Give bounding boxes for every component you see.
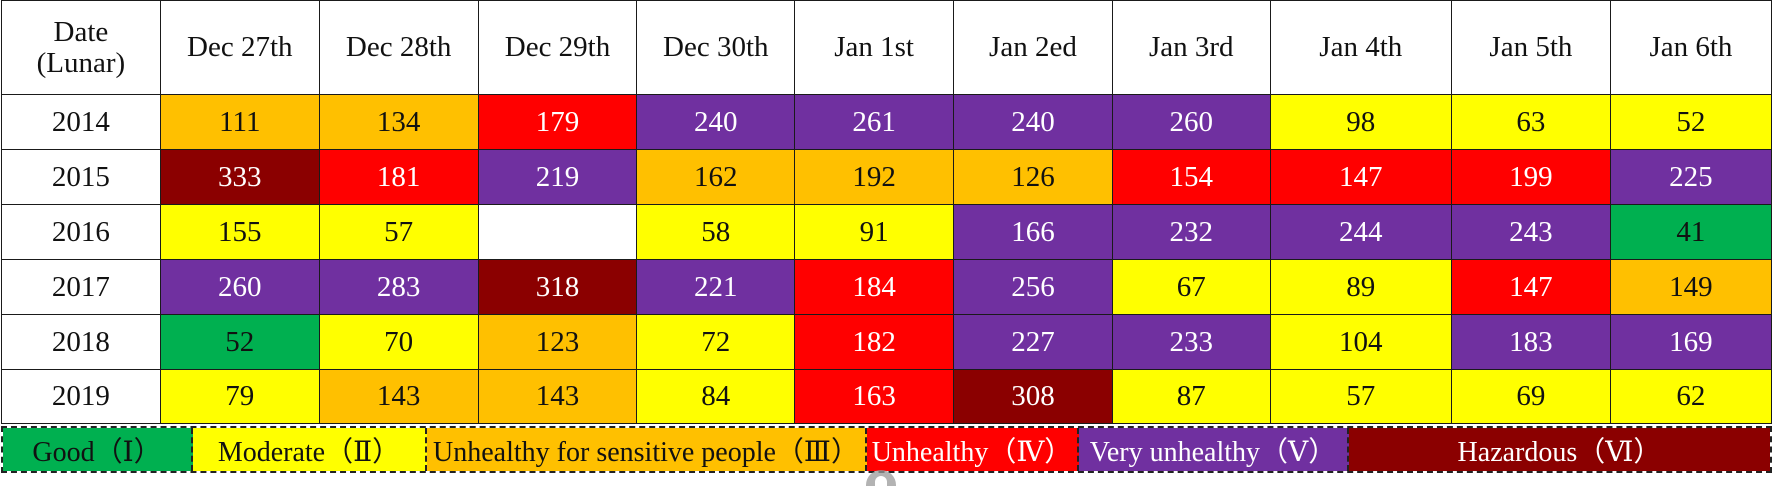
year-cell: 2017 <box>1 259 161 315</box>
aqi-cell: 240 <box>953 94 1113 150</box>
legend-item: Hazardous（Ⅵ） <box>1349 428 1770 471</box>
aqi-cell: 181 <box>318 149 479 205</box>
aqi-cell: 69 <box>1450 369 1611 424</box>
aqi-cell: 155 <box>159 204 320 260</box>
aqi-cell: 163 <box>794 369 955 424</box>
year-cell: 2018 <box>1 314 161 370</box>
legend-item: Unhealthy（Ⅳ） <box>867 428 1079 471</box>
aqi-cell: 67 <box>1111 259 1271 315</box>
aqi-cell: 89 <box>1269 259 1452 315</box>
aqi-cell <box>477 204 638 260</box>
aqi-cell: 91 <box>794 204 955 260</box>
aqi-cell: 219 <box>477 149 638 205</box>
aqi-cell: 72 <box>636 314 796 370</box>
aqi-cell: 147 <box>1450 259 1611 315</box>
aqi-cell: 233 <box>1111 314 1271 370</box>
column-header: Jan 4th <box>1269 0 1452 95</box>
aqi-cell: 154 <box>1111 149 1271 205</box>
aqi-cell: 318 <box>477 259 638 315</box>
cursor-artifact <box>866 470 896 486</box>
column-header: Jan 2ed <box>953 0 1113 95</box>
aqi-cell: 232 <box>1111 204 1271 260</box>
year-cell: 2015 <box>1 149 161 205</box>
legend-item: Very unhealthy（Ⅴ） <box>1079 428 1349 471</box>
header-row: Date (Lunar) Dec 27th Dec 28th Dec 29th Dec… <box>1 0 1772 95</box>
aqi-cell: 260 <box>159 259 320 315</box>
column-header: Dec 28th <box>318 0 479 95</box>
legend-item: Good（Ⅰ） <box>3 428 193 471</box>
aqi-cell: 199 <box>1450 149 1611 205</box>
aqi-cell: 52 <box>159 314 320 370</box>
aqi-cell: 111 <box>159 94 320 150</box>
year-cell: 2016 <box>1 204 161 260</box>
aqi-cell: 308 <box>953 369 1113 424</box>
aqi-cell: 283 <box>318 259 479 315</box>
aqi-cell: 84 <box>636 369 796 424</box>
aqi-cell: 63 <box>1450 94 1611 150</box>
table-row: 2016 155 57 58 91 166 232 244 243 41 <box>1 204 1772 260</box>
corner-label-lunar: (Lunar) <box>36 46 126 79</box>
aqi-cell: 87 <box>1111 369 1271 424</box>
aqi-cell: 169 <box>1609 314 1772 370</box>
aqi-cell: 179 <box>477 94 638 150</box>
aqi-cell: 260 <box>1111 94 1271 150</box>
aqi-cell: 184 <box>794 259 955 315</box>
aqi-cell: 256 <box>953 259 1113 315</box>
aqi-cell: 79 <box>159 369 320 424</box>
table-row: 2018 52 70 123 72 182 227 233 104 183 169 <box>1 314 1772 370</box>
column-header: Jan 3rd <box>1111 0 1271 95</box>
aqi-cell: 166 <box>953 204 1113 260</box>
corner-label-date: Date <box>53 16 109 49</box>
aqi-cell: 261 <box>794 94 955 150</box>
aqi-cell: 126 <box>953 149 1113 205</box>
aqi-cell: 62 <box>1609 369 1772 424</box>
aqi-cell: 149 <box>1609 259 1772 315</box>
table-body: 2014 111 134 179 240 261 240 260 98 63 52 2015 333 18… <box>1 94 1772 424</box>
year-cell: 2019 <box>1 369 161 424</box>
aqi-cell: 52 <box>1609 94 1772 150</box>
column-header: Jan 6th <box>1609 0 1772 95</box>
aqi-cell: 240 <box>636 94 796 150</box>
aqi-cell: 183 <box>1450 314 1611 370</box>
aqi-cell: 123 <box>477 314 638 370</box>
aqi-cell: 104 <box>1269 314 1452 370</box>
aqi-table: Date (Lunar) Dec 27th Dec 28th Dec 29th Dec… <box>1 0 1772 424</box>
legend-item: Moderate（Ⅱ） <box>193 428 427 471</box>
aqi-cell: 221 <box>636 259 796 315</box>
legend-item: Unhealthy for sensitive people（Ⅲ） <box>427 428 867 471</box>
aqi-cell: 182 <box>794 314 955 370</box>
aqi-cell: 227 <box>953 314 1113 370</box>
aqi-cell: 58 <box>636 204 796 260</box>
aqi-cell: 143 <box>318 369 479 424</box>
year-cell: 2014 <box>1 94 161 150</box>
aqi-cell: 333 <box>159 149 320 205</box>
column-header: Jan 1st <box>794 0 955 95</box>
aqi-cell: 98 <box>1269 94 1452 150</box>
aqi-cell: 57 <box>318 204 479 260</box>
column-header: Dec 29th <box>477 0 638 95</box>
aqi-cell: 192 <box>794 149 955 205</box>
table-row: 2015 333 181 219 162 192 126 154 147 199 225 <box>1 149 1772 205</box>
aqi-cell: 147 <box>1269 149 1452 205</box>
aqi-cell: 57 <box>1269 369 1452 424</box>
aqi-cell: 162 <box>636 149 796 205</box>
table-row: 2019 79 143 143 84 163 308 87 57 69 62 <box>1 369 1772 424</box>
aqi-cell: 143 <box>477 369 638 424</box>
aqi-cell: 243 <box>1450 204 1611 260</box>
table-row: 2017 260 283 318 221 184 256 67 89 147 149 <box>1 259 1772 315</box>
aqi-cell: 244 <box>1269 204 1452 260</box>
column-header: Dec 30th <box>636 0 796 95</box>
corner-header: Date (Lunar) <box>1 0 161 95</box>
column-header: Jan 5th <box>1450 0 1611 95</box>
aqi-cell: 70 <box>318 314 479 370</box>
table-row: 2014 111 134 179 240 261 240 260 98 63 52 <box>1 94 1772 150</box>
column-header: Dec 27th <box>159 0 320 95</box>
aqi-cell: 225 <box>1609 149 1772 205</box>
aqi-cell: 134 <box>318 94 479 150</box>
aqi-legend: Good（Ⅰ） Moderate（Ⅱ） Unhealthy for sensitiv… <box>1 426 1772 473</box>
aqi-cell: 41 <box>1609 204 1772 260</box>
